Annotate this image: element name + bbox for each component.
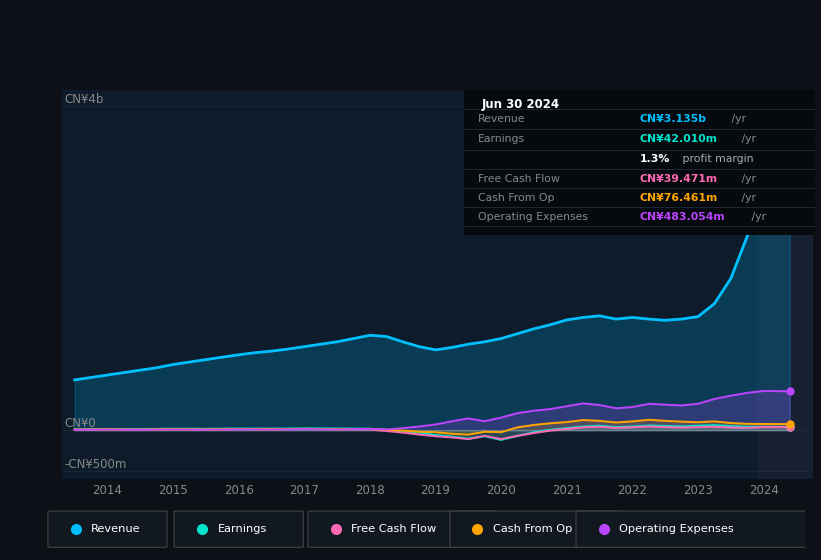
Text: /yr: /yr xyxy=(748,212,766,222)
FancyBboxPatch shape xyxy=(308,511,499,547)
Text: Cash From Op: Cash From Op xyxy=(493,524,572,534)
Text: CN¥483.054m: CN¥483.054m xyxy=(640,212,725,222)
Text: Operating Expenses: Operating Expenses xyxy=(619,524,734,534)
FancyBboxPatch shape xyxy=(576,511,808,547)
FancyBboxPatch shape xyxy=(450,511,620,547)
Text: /yr: /yr xyxy=(738,134,756,144)
Text: /yr: /yr xyxy=(738,193,756,203)
Text: 1.3%: 1.3% xyxy=(640,155,670,165)
Text: Free Cash Flow: Free Cash Flow xyxy=(351,524,437,534)
Text: Cash From Op: Cash From Op xyxy=(478,193,554,203)
Text: /yr: /yr xyxy=(728,114,746,124)
Text: Earnings: Earnings xyxy=(478,134,525,144)
Text: CN¥42.010m: CN¥42.010m xyxy=(640,134,718,144)
Text: CN¥76.461m: CN¥76.461m xyxy=(640,193,718,203)
Text: Jun 30 2024: Jun 30 2024 xyxy=(481,99,560,111)
Text: /yr: /yr xyxy=(738,174,756,184)
Text: CN¥0: CN¥0 xyxy=(65,417,97,430)
Text: CN¥4b: CN¥4b xyxy=(65,93,104,106)
Text: CN¥3.135b: CN¥3.135b xyxy=(640,114,707,124)
FancyBboxPatch shape xyxy=(48,511,167,547)
Text: Operating Expenses: Operating Expenses xyxy=(478,212,588,222)
Text: profit margin: profit margin xyxy=(679,155,754,165)
Text: CN¥39.471m: CN¥39.471m xyxy=(640,174,718,184)
Text: -CN¥500m: -CN¥500m xyxy=(65,458,127,471)
Text: Earnings: Earnings xyxy=(218,524,267,534)
FancyBboxPatch shape xyxy=(174,511,303,547)
Bar xyxy=(757,90,813,479)
Text: Free Cash Flow: Free Cash Flow xyxy=(478,174,560,184)
Text: Revenue: Revenue xyxy=(91,524,141,534)
Text: Revenue: Revenue xyxy=(478,114,525,124)
